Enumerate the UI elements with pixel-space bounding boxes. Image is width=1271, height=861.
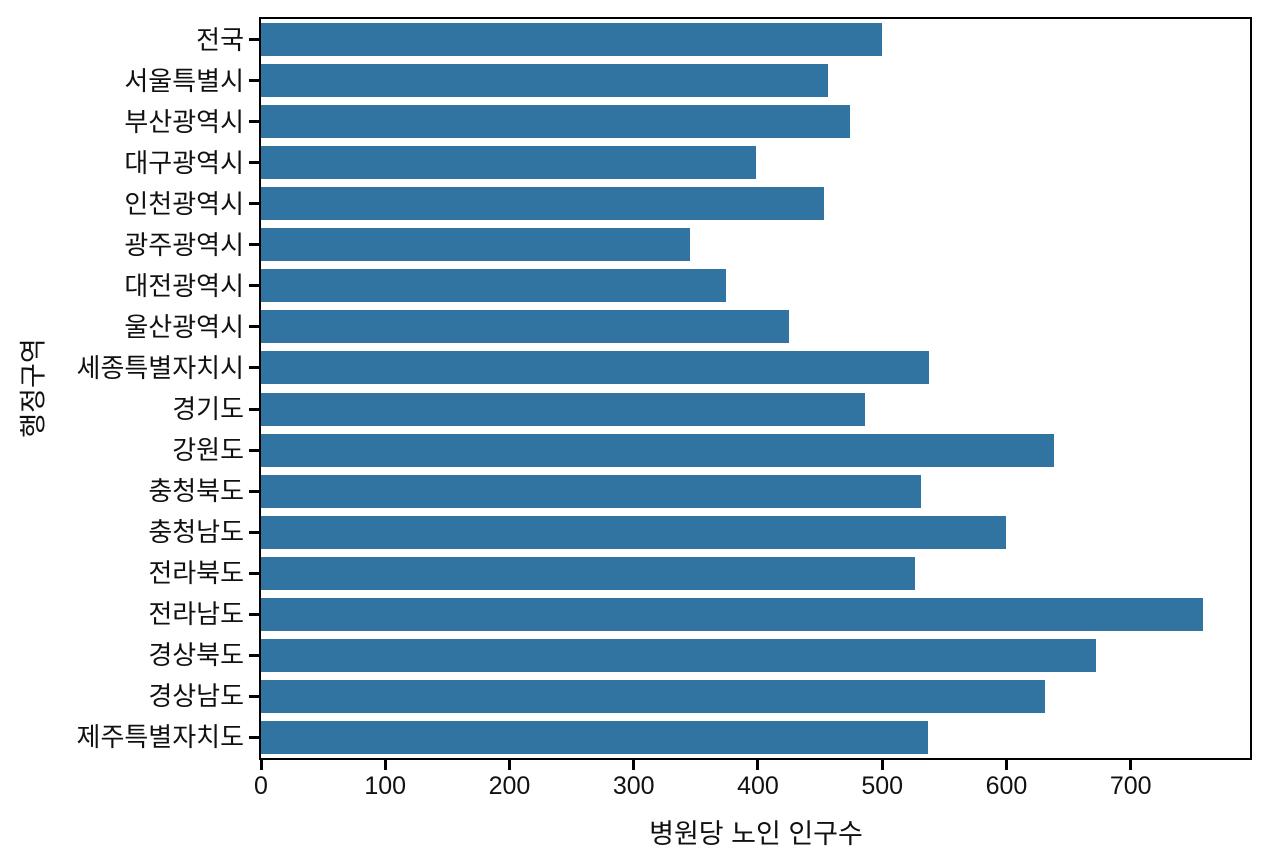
y-tick-label: 서울특별시 [124,65,244,96]
x-tick-label: 100 [364,772,407,800]
y-tick-label: 대구광역시 [124,147,244,178]
y-tick-label: 전국 [196,24,244,55]
y-tick-mark [249,612,259,616]
y-tick-mark [249,653,259,657]
y-tick-label: 충청남도 [148,517,244,548]
x-tick-mark [1004,760,1008,770]
bar-3 [261,146,756,180]
y-tick-mark [249,202,259,206]
x-tick-label: 300 [612,772,655,800]
y-tick-label: 부산광역시 [124,106,244,137]
y-axis-label: 행정구역 [18,338,49,438]
y-tick-label: 경기도 [172,394,244,425]
x-tick-label: 700 [1109,772,1152,800]
bar-4 [261,187,824,221]
y-tick-label: 경상북도 [148,640,244,671]
bar-1 [261,64,828,98]
y-tick-mark [249,571,259,575]
bar-13 [261,556,915,590]
x-axis-label: 병원당 노인 인구수 [649,819,863,849]
bar-5 [261,228,690,262]
y-tick-mark [249,38,259,42]
y-tick-label: 강원도 [172,435,244,466]
bar-14 [261,597,1203,631]
y-tick-mark [249,79,259,83]
y-tick-mark [249,530,259,534]
x-tick-mark [1129,760,1133,770]
bar-10 [261,433,1054,467]
x-tick-label: 400 [737,772,779,800]
x-tick-mark [383,760,387,770]
y-tick-label: 세종특별자치시 [76,352,244,383]
bar-0 [261,23,883,57]
y-tick-mark [249,448,259,452]
x-tick-mark [756,760,760,770]
y-tick-label: 인천광역시 [124,188,244,219]
y-tick-label: 경상남도 [148,681,244,712]
y-tick-mark [249,161,259,165]
y-tick-mark [249,243,259,247]
y-tick-mark [249,489,259,493]
x-tick-mark [880,760,884,770]
bar-2 [261,105,850,139]
bars-container [261,19,1250,758]
bar-7 [261,310,790,344]
y-tick-mark [249,325,259,329]
x-tick-mark [632,760,636,770]
y-tick-label: 제주특별자치도 [76,722,244,753]
y-tick-mark [249,694,259,698]
y-tick-mark [249,120,259,124]
x-tick-label: 200 [488,772,531,800]
y-tick-label: 전라남도 [148,599,244,630]
bar-12 [261,515,1007,549]
y-tick-mark [249,284,259,288]
bar-11 [261,474,921,508]
y-tick-label: 전라북도 [148,558,244,589]
plot-area [259,17,1252,760]
bar-6 [261,269,726,303]
x-tick-mark [507,760,511,770]
x-tick-label: 500 [861,772,904,800]
x-tick-label: 0 [254,772,268,800]
y-tick-label: 충청북도 [148,476,244,507]
x-tick-label: 600 [985,772,1028,800]
y-tick-label: 울산광역시 [124,311,244,342]
y-tick-label: 대전광역시 [124,270,244,301]
y-tick-mark [249,735,259,739]
y-tick-label: 광주광역시 [124,229,244,260]
bar-16 [261,679,1045,713]
bar-15 [261,638,1096,672]
y-tick-mark [249,366,259,370]
x-tick-mark [259,760,263,770]
bar-9 [261,392,865,426]
bar-8 [261,351,930,385]
y-tick-mark [249,407,259,411]
bar-17 [261,720,929,754]
